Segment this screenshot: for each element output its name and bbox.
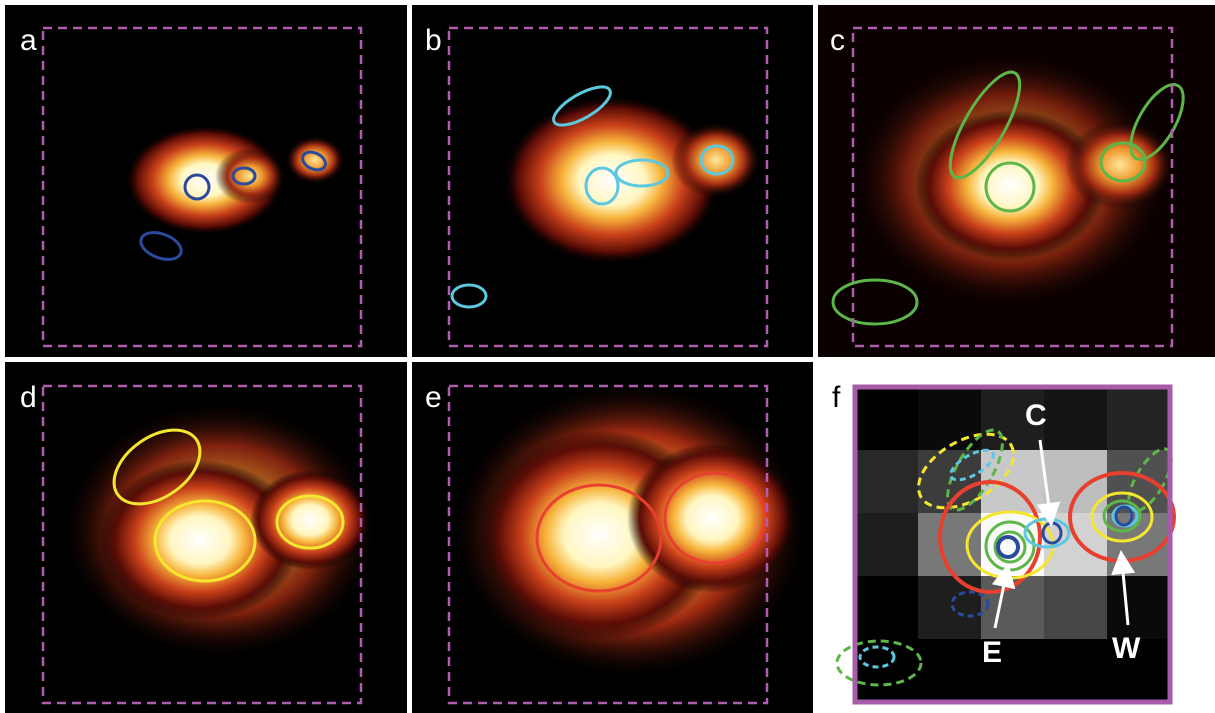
pixel <box>1107 576 1171 640</box>
panel-label: c <box>830 24 845 57</box>
pixel <box>1044 387 1108 451</box>
pixel <box>918 513 982 577</box>
pixel <box>981 639 1045 703</box>
pixel <box>855 513 919 577</box>
panel-label: e <box>425 381 442 414</box>
pixel <box>981 387 1045 451</box>
panel-label: f <box>832 381 841 414</box>
pixel <box>918 639 982 703</box>
panel-label: a <box>20 24 37 57</box>
image-d <box>41 384 380 705</box>
annotation: E <box>982 636 1002 669</box>
pixel <box>918 576 982 640</box>
pixel <box>1107 450 1171 514</box>
pixel <box>1107 387 1171 451</box>
image-f <box>835 384 1176 705</box>
image-c <box>831 26 1185 348</box>
image-a <box>41 26 363 348</box>
pixel <box>1044 576 1108 640</box>
annotation: W <box>1112 632 1141 665</box>
pixel <box>1044 639 1108 703</box>
pixel <box>918 387 982 451</box>
pixel <box>855 576 919 640</box>
annotation: C <box>1025 399 1047 432</box>
image-e <box>447 380 810 705</box>
pixel <box>855 387 919 451</box>
image-b <box>447 26 769 348</box>
labels: a b c d e f C E W <box>20 24 1141 669</box>
panel-label: b <box>425 24 442 57</box>
pixel <box>1107 639 1171 703</box>
pixel <box>855 450 919 514</box>
panel-label: d <box>20 381 37 414</box>
